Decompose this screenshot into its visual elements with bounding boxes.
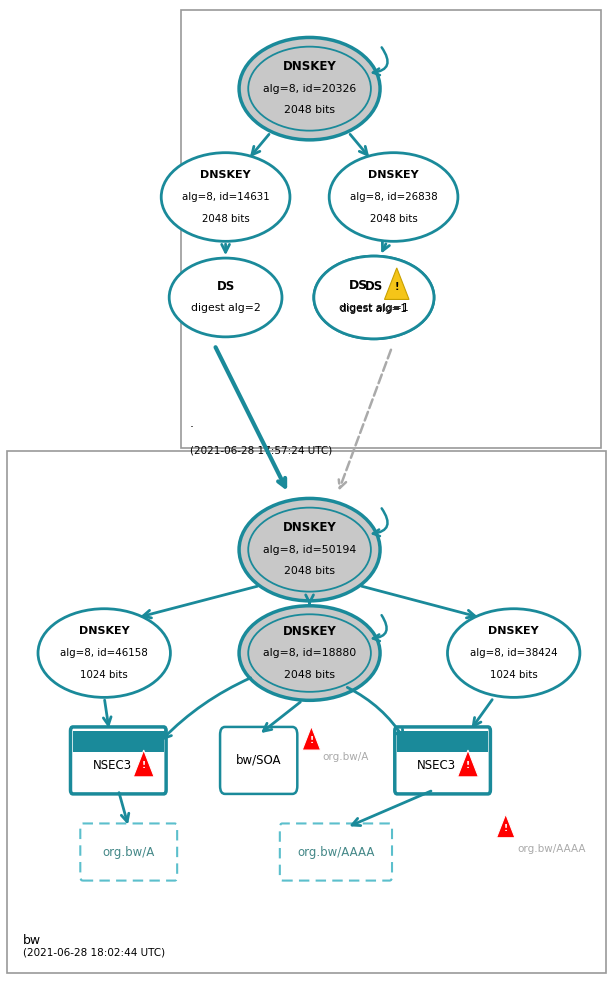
Text: DNSKEY: DNSKEY xyxy=(283,521,337,535)
Text: alg=8, id=26838: alg=8, id=26838 xyxy=(350,192,437,202)
FancyBboxPatch shape xyxy=(395,727,490,794)
Text: DNSKEY: DNSKEY xyxy=(489,626,539,636)
Polygon shape xyxy=(302,727,321,751)
Text: !: ! xyxy=(395,282,399,292)
Text: bw/SOA: bw/SOA xyxy=(236,754,281,767)
Ellipse shape xyxy=(239,37,380,140)
Text: .: . xyxy=(190,418,194,430)
Polygon shape xyxy=(384,268,409,299)
Polygon shape xyxy=(457,751,478,777)
Text: !: ! xyxy=(504,823,508,832)
Text: org.bw/AAAA: org.bw/AAAA xyxy=(517,844,586,854)
Ellipse shape xyxy=(239,606,380,700)
Text: DS: DS xyxy=(216,280,235,294)
Bar xyxy=(73,731,164,753)
Polygon shape xyxy=(497,814,515,837)
Text: NSEC3: NSEC3 xyxy=(417,758,456,771)
Text: digest alg=1: digest alg=1 xyxy=(340,304,408,314)
Text: digest alg=1: digest alg=1 xyxy=(339,303,409,313)
Text: alg=8, id=18880: alg=8, id=18880 xyxy=(263,648,356,658)
Text: alg=8, id=20326: alg=8, id=20326 xyxy=(263,84,356,94)
Ellipse shape xyxy=(447,609,580,697)
Text: 2048 bits: 2048 bits xyxy=(370,214,417,224)
Text: org.bw/A: org.bw/A xyxy=(322,753,368,762)
Text: DNSKEY: DNSKEY xyxy=(79,626,129,636)
Text: 2048 bits: 2048 bits xyxy=(284,105,335,115)
Text: DNSKEY: DNSKEY xyxy=(283,60,337,74)
Ellipse shape xyxy=(314,256,434,339)
FancyBboxPatch shape xyxy=(280,823,392,881)
Text: NSEC3: NSEC3 xyxy=(93,758,132,771)
FancyBboxPatch shape xyxy=(70,727,166,794)
Polygon shape xyxy=(133,751,154,777)
Text: (2021-06-28 18:02:44 UTC): (2021-06-28 18:02:44 UTC) xyxy=(23,948,166,957)
Text: (2021-06-28 17:57:24 UTC): (2021-06-28 17:57:24 UTC) xyxy=(190,445,332,455)
Text: DNSKEY: DNSKEY xyxy=(200,170,251,180)
Text: alg=8, id=50194: alg=8, id=50194 xyxy=(263,545,356,555)
Text: DS: DS xyxy=(349,279,368,293)
Bar xyxy=(397,731,488,753)
Text: org.bw/AAAA: org.bw/AAAA xyxy=(297,845,375,859)
Text: 2048 bits: 2048 bits xyxy=(202,214,249,224)
Text: digest alg=2: digest alg=2 xyxy=(191,303,261,313)
Text: DNSKEY: DNSKEY xyxy=(368,170,419,180)
Text: 1024 bits: 1024 bits xyxy=(80,670,128,680)
Ellipse shape xyxy=(329,153,458,241)
Ellipse shape xyxy=(169,258,282,337)
Text: alg=8, id=46158: alg=8, id=46158 xyxy=(60,648,148,658)
Text: alg=8, id=38424: alg=8, id=38424 xyxy=(470,648,557,658)
Text: 1024 bits: 1024 bits xyxy=(490,670,538,680)
Text: alg=8, id=14631: alg=8, id=14631 xyxy=(181,192,270,202)
FancyBboxPatch shape xyxy=(220,727,297,794)
Text: 2048 bits: 2048 bits xyxy=(284,566,335,576)
Ellipse shape xyxy=(239,498,380,601)
Text: 2048 bits: 2048 bits xyxy=(284,670,335,680)
Text: DNSKEY: DNSKEY xyxy=(283,624,337,638)
Ellipse shape xyxy=(314,256,434,339)
FancyBboxPatch shape xyxy=(80,823,177,881)
Ellipse shape xyxy=(38,609,170,697)
Text: !: ! xyxy=(142,761,146,770)
Text: !: ! xyxy=(466,761,470,770)
Text: DS: DS xyxy=(365,280,383,294)
Text: org.bw/A: org.bw/A xyxy=(102,845,155,859)
Text: bw: bw xyxy=(23,934,42,948)
Ellipse shape xyxy=(161,153,290,241)
Text: !: ! xyxy=(310,736,313,745)
